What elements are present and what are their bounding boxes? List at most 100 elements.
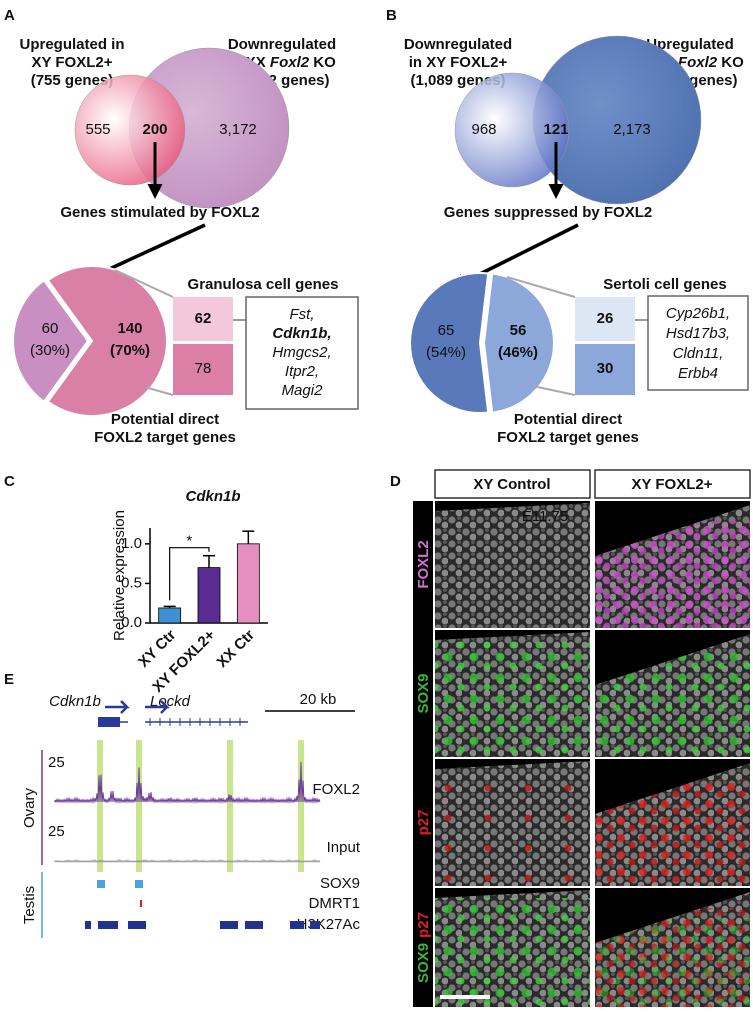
peak (128, 921, 146, 929)
panel-letter: C (4, 473, 15, 490)
label-part: Foxl2 (678, 54, 718, 71)
gene-name: Magi2 (282, 382, 324, 399)
bar (236, 543, 260, 624)
bar (197, 567, 221, 624)
stain (435, 769, 590, 886)
subset-count: 30 (597, 360, 614, 377)
label-part: KO (717, 54, 744, 71)
peak (245, 921, 263, 929)
label-line: Downregulated (404, 36, 512, 53)
pie-count: 56 (510, 322, 527, 339)
pie-slice (12, 278, 90, 404)
pie-slice (46, 265, 168, 417)
column-header (594, 469, 751, 499)
gene-name: Cyp26b1, (666, 305, 730, 322)
pie-percent: (70%) (110, 342, 150, 359)
label-line: Potential direct (514, 411, 622, 428)
gene-name: Erbb4 (678, 365, 718, 382)
row-label-part: p27 (415, 810, 432, 836)
bar (158, 607, 182, 624)
track-label: SOX9 (320, 875, 360, 892)
gene-name: Fst, (290, 306, 315, 323)
label-line: Potential direct (111, 411, 219, 428)
tissue-edge (595, 501, 750, 556)
row-label-part: FOXL2 (415, 540, 432, 588)
chart-title: Cdkn1b (185, 488, 240, 505)
column-title: XY Control (473, 476, 550, 493)
y-tick-label: 0.5 (121, 574, 142, 591)
venn-count: 968 (471, 121, 496, 138)
peak (310, 921, 320, 929)
peak (220, 921, 238, 929)
peak-highlight (227, 740, 233, 872)
gene-arrow (145, 700, 171, 714)
group-label: Ovary (21, 788, 38, 829)
gene-label: Cdkn1b (49, 693, 101, 710)
y-tick-label: 1.0 (121, 535, 142, 552)
row-label: SOX9 (415, 673, 432, 713)
pie-slice (409, 272, 490, 414)
row-label-part: p27 (415, 912, 432, 938)
label-line: in XY FOXL2+ (409, 54, 508, 71)
venn-count: 121 (543, 121, 568, 138)
peak-highlight (136, 740, 142, 872)
connector (145, 386, 174, 396)
gene-name: Itpr2, (285, 363, 319, 380)
stain (435, 898, 590, 1007)
tissue-edge (595, 759, 750, 814)
peak (140, 900, 142, 907)
track-label: H3K27Ac (297, 916, 361, 933)
gene-box (245, 296, 359, 410)
peak-highlight (298, 740, 304, 872)
track-scale: 25 (48, 754, 65, 771)
peak (97, 880, 105, 888)
subset-title: Granulosa cell genes (188, 276, 339, 293)
pie-percent: (54%) (426, 344, 466, 361)
track-label: DMRT1 (309, 895, 360, 912)
tissue-edge (435, 888, 590, 898)
track-label: FOXL2 (312, 781, 360, 798)
label-line: Upregulated in (19, 36, 124, 53)
gene-name: Hmgcs2, (272, 344, 331, 361)
label-line: XY FOXL2+ (31, 54, 112, 71)
venn-set1 (74, 74, 186, 186)
tissue-edge (435, 501, 590, 511)
scale-label: 20 kb (300, 691, 337, 708)
subset-box (173, 344, 233, 395)
y-axis-title: Relative expression (111, 510, 128, 641)
venn-count: 555 (85, 121, 110, 138)
pie-percent: (46%) (498, 344, 538, 361)
pie-count: 65 (438, 322, 455, 339)
significance-label: * (186, 533, 192, 550)
connector (506, 276, 576, 298)
gene-name: Cdkn1b, (272, 325, 331, 342)
result-title: Genes suppressed by FOXL2 (444, 204, 652, 221)
peak (290, 921, 304, 929)
label-line: (755 genes) (31, 72, 114, 89)
row-label-part: SOX9 (415, 943, 432, 983)
track-label: Input (327, 839, 361, 856)
venn-count: 2,173 (613, 121, 651, 138)
gene-label: Lockd (150, 693, 191, 710)
subset-title: Sertoli cell genes (603, 276, 726, 293)
y-tick-label: 0.0 (121, 614, 142, 631)
track-scale: 25 (48, 823, 65, 840)
tissue-edge (435, 759, 590, 769)
panel-letter: D (390, 473, 401, 490)
tissue-edge (595, 888, 750, 943)
subset-count: 26 (597, 310, 614, 327)
connector (534, 385, 576, 396)
connector (114, 269, 174, 298)
significance-bracket (169, 547, 210, 601)
gene-name: Cldn11, (673, 345, 724, 362)
row-label: FOXL2 (415, 540, 432, 588)
subset-count: 78 (195, 360, 212, 377)
panel-letter: E (4, 671, 14, 688)
subset-count: 62 (195, 310, 212, 327)
peak-highlight (97, 740, 103, 872)
gene-name: Hsd17b3, (666, 325, 730, 342)
subset-box (173, 297, 233, 341)
label-line: FOXL2 target genes (94, 429, 236, 446)
